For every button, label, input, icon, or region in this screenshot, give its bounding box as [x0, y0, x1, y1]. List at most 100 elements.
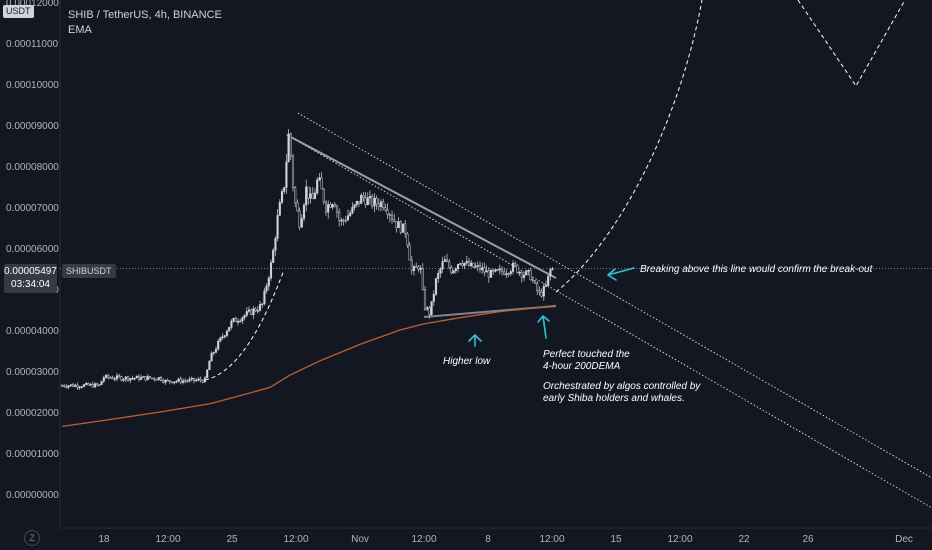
candle[interactable]	[472, 262, 475, 269]
candle[interactable]	[342, 218, 345, 226]
candle[interactable]	[168, 379, 171, 385]
candle[interactable]	[434, 277, 438, 297]
candle[interactable]	[184, 377, 187, 384]
candle[interactable]	[448, 258, 451, 270]
candle[interactable]	[492, 268, 495, 276]
candle[interactable]	[505, 269, 508, 279]
candle[interactable]	[71, 382, 75, 387]
candle[interactable]	[379, 199, 383, 212]
candle[interactable]	[126, 375, 130, 382]
candle[interactable]	[206, 369, 209, 379]
candle[interactable]	[195, 378, 198, 382]
candle[interactable]	[511, 260, 515, 275]
candle[interactable]	[461, 260, 464, 268]
candle[interactable]	[520, 270, 523, 283]
candle[interactable]	[291, 153, 295, 192]
indicator-label[interactable]: EMA	[68, 24, 92, 36]
candle[interactable]	[415, 262, 418, 268]
candle[interactable]	[503, 267, 506, 276]
candle[interactable]	[188, 376, 191, 383]
candle[interactable]	[300, 214, 303, 228]
candle[interactable]	[366, 192, 369, 206]
candle[interactable]	[162, 378, 165, 384]
candle[interactable]	[212, 351, 215, 356]
candle[interactable]	[93, 382, 97, 388]
candle[interactable]	[426, 305, 429, 311]
candle[interactable]	[296, 199, 299, 212]
candle[interactable]	[346, 209, 350, 221]
candle[interactable]	[274, 236, 277, 256]
candle[interactable]	[397, 217, 400, 228]
candle[interactable]	[498, 264, 501, 275]
candle[interactable]	[360, 192, 363, 204]
candle[interactable]	[393, 213, 396, 223]
candle[interactable]	[305, 179, 308, 212]
candle[interactable]	[454, 267, 457, 274]
candle[interactable]	[331, 203, 334, 210]
candle[interactable]	[153, 377, 156, 382]
candle[interactable]	[382, 198, 385, 211]
candle[interactable]	[63, 384, 66, 388]
candle[interactable]	[276, 208, 279, 242]
candle[interactable]	[481, 262, 484, 274]
candle[interactable]	[115, 372, 119, 382]
candle[interactable]	[430, 301, 433, 317]
candle[interactable]	[324, 200, 328, 216]
candle[interactable]	[159, 376, 163, 382]
candle[interactable]	[157, 377, 160, 381]
candle[interactable]	[113, 376, 116, 382]
candle[interactable]	[533, 279, 537, 285]
candle[interactable]	[239, 318, 242, 323]
candle[interactable]	[309, 187, 312, 204]
candle[interactable]	[388, 213, 391, 223]
candle[interactable]	[228, 326, 231, 332]
candle[interactable]	[197, 376, 200, 382]
candle[interactable]	[65, 384, 68, 389]
candle[interactable]	[142, 375, 145, 378]
candle[interactable]	[349, 210, 352, 218]
candle[interactable]	[320, 172, 323, 190]
triangle-resistance-line[interactable]	[286, 134, 557, 279]
candle[interactable]	[423, 285, 427, 311]
candle[interactable]	[551, 266, 554, 271]
candle[interactable]	[353, 204, 356, 211]
candle[interactable]	[375, 195, 378, 210]
candle[interactable]	[463, 262, 466, 269]
candle[interactable]	[522, 272, 526, 282]
candle[interactable]	[252, 306, 255, 320]
candle[interactable]	[316, 177, 319, 196]
candle[interactable]	[151, 377, 154, 380]
candle[interactable]	[67, 384, 70, 390]
candle[interactable]	[133, 377, 136, 381]
candle[interactable]	[258, 301, 262, 312]
candle[interactable]	[263, 287, 266, 306]
candle[interactable]	[294, 185, 297, 208]
candle[interactable]	[135, 375, 138, 379]
candle[interactable]	[166, 378, 169, 382]
symbol-title[interactable]: SHIB / TetherUS, 4h, BINANCE	[68, 9, 222, 21]
candle[interactable]	[514, 261, 517, 267]
candle[interactable]	[76, 382, 79, 390]
candle[interactable]	[236, 318, 240, 326]
candle[interactable]	[60, 383, 64, 387]
candle[interactable]	[390, 210, 394, 224]
candle[interactable]	[265, 283, 268, 294]
candle[interactable]	[465, 255, 468, 266]
candle[interactable]	[122, 378, 125, 383]
candle[interactable]	[333, 202, 336, 208]
candle[interactable]	[439, 267, 442, 278]
candle[interactable]	[307, 186, 310, 205]
candle[interactable]	[131, 375, 134, 380]
candle[interactable]	[234, 316, 237, 323]
candle[interactable]	[199, 376, 202, 383]
candle[interactable]	[283, 187, 286, 195]
candle[interactable]	[496, 268, 499, 271]
candle[interactable]	[100, 380, 103, 385]
candle[interactable]	[74, 383, 77, 387]
candle[interactable]	[500, 266, 504, 276]
lower-channel-line[interactable]	[286, 134, 932, 509]
candle[interactable]	[137, 374, 141, 382]
candle[interactable]	[371, 193, 374, 209]
candle[interactable]	[230, 319, 233, 330]
projection-curve[interactable]	[555, 0, 703, 293]
